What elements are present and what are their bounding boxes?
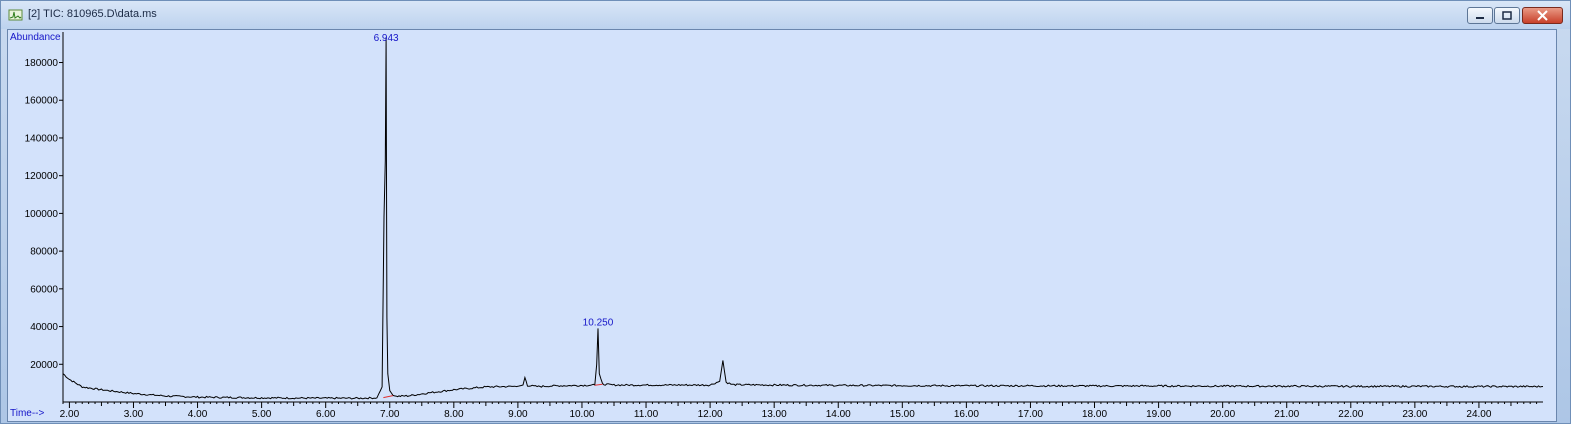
y-tick-label: 140000 — [25, 133, 59, 144]
x-tick-label: 10.00 — [569, 409, 594, 420]
axes — [62, 32, 1543, 403]
y-tick-label: 160000 — [25, 96, 59, 107]
x-tick-label: 22.00 — [1338, 409, 1363, 420]
x-tick-label: 20.00 — [1210, 409, 1235, 420]
minimize-button[interactable] — [1467, 7, 1493, 24]
x-tick-label: 5.00 — [252, 409, 272, 420]
x-tick-label: 15.00 — [890, 409, 915, 420]
y-tick-label: 100000 — [25, 209, 59, 220]
close-button[interactable] — [1522, 7, 1563, 24]
maximize-button[interactable] — [1494, 7, 1520, 24]
tic-trace-line — [62, 37, 1544, 400]
x-tick-label: 2.00 — [60, 409, 80, 420]
y-axis-label: Abundance — [10, 32, 61, 43]
y-tick-label: 80000 — [30, 247, 58, 258]
integration-baseline-marker — [594, 383, 603, 386]
x-tick-label: 7.00 — [380, 409, 400, 420]
x-tick-label: 16.00 — [954, 409, 979, 420]
y-tick-label: 20000 — [30, 360, 58, 371]
close-icon — [1537, 10, 1548, 21]
x-tick-label: 19.00 — [1146, 409, 1171, 420]
baseline-markers — [383, 383, 603, 399]
peak-annotations: 6.943 10.250 — [374, 33, 614, 328]
tic-chromatogram-chart: Abundance Time--> 20000 40000 60000 80000 10… — [10, 32, 1544, 420]
x-tick-label: 12.00 — [698, 409, 723, 420]
title-bar[interactable]: [2] TIC: 810965.D\data.ms — [1, 1, 1570, 29]
chromatogram-app-icon — [8, 9, 23, 21]
x-tick-label: 11.00 — [634, 409, 659, 420]
x-tick-label: 6.00 — [316, 409, 336, 420]
x-tick-label: 24.00 — [1466, 409, 1491, 420]
integration-baseline-marker — [383, 395, 394, 399]
x-axis-label: Time--> — [10, 408, 45, 419]
window-title: [2] TIC: 810965.D\data.ms — [28, 8, 157, 20]
x-tick-label: 9.00 — [508, 409, 528, 420]
y-tick-label: 180000 — [25, 58, 59, 69]
peak-label: 10.250 — [583, 317, 614, 328]
peak-label: 6.943 — [374, 33, 399, 44]
maximize-icon — [1502, 11, 1512, 20]
x-tick-label: 18.00 — [1082, 409, 1107, 420]
x-tick-label: 13.00 — [762, 409, 787, 420]
x-tick-label: 17.00 — [1018, 409, 1043, 420]
x-tick-label: 14.00 — [826, 409, 851, 420]
minimize-icon — [1476, 17, 1484, 19]
tick-marks: 20000 40000 60000 80000 100000 120000 140000 16… — [25, 58, 1538, 420]
y-tick-label: 120000 — [25, 171, 59, 182]
x-tick-label: 4.00 — [188, 409, 208, 420]
plot-area[interactable]: Abundance Time--> 20000 40000 60000 80000 10… — [7, 29, 1557, 422]
y-tick-label: 60000 — [30, 284, 58, 295]
x-tick-label: 23.00 — [1402, 409, 1427, 420]
x-tick-label: 8.00 — [444, 409, 464, 420]
x-tick-label: 21.00 — [1274, 409, 1299, 420]
y-tick-label: 40000 — [30, 322, 58, 333]
x-tick-label: 3.00 — [124, 409, 144, 420]
